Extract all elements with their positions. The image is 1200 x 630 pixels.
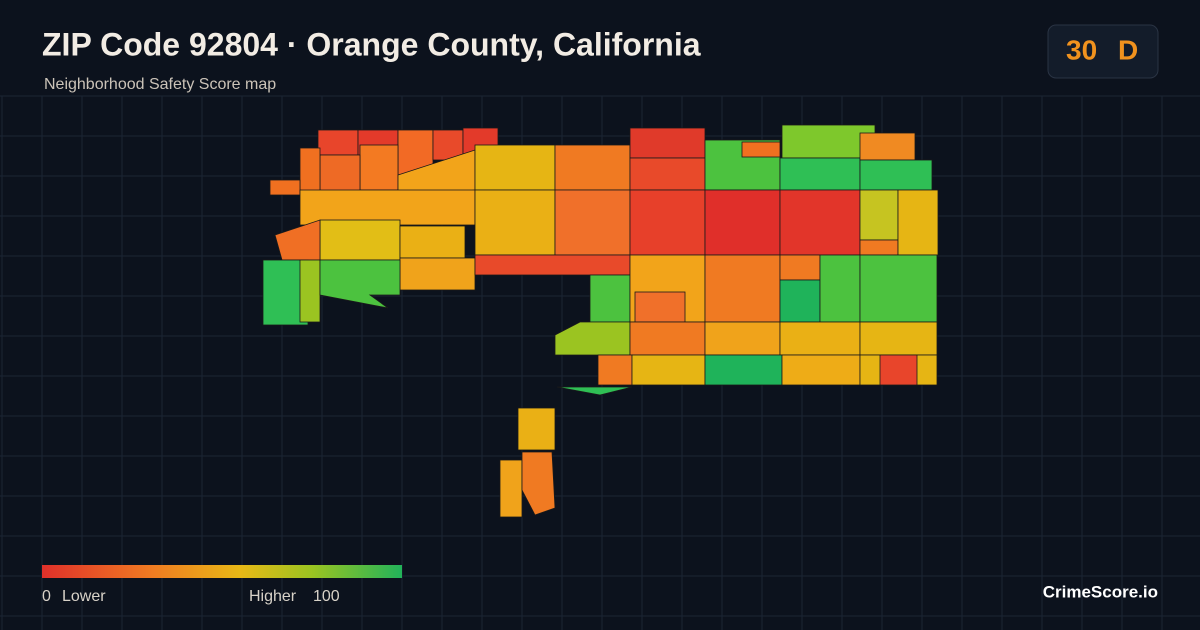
zone xyxy=(779,254,821,281)
zone xyxy=(589,274,631,323)
zone xyxy=(499,459,523,518)
zone xyxy=(629,189,706,256)
zone xyxy=(741,141,781,158)
zone xyxy=(704,189,781,256)
zone xyxy=(474,254,631,276)
zone xyxy=(631,354,706,386)
zone xyxy=(299,259,321,323)
zone xyxy=(704,254,781,323)
zone xyxy=(597,354,633,386)
map xyxy=(262,124,939,518)
zone xyxy=(704,354,783,386)
zone xyxy=(269,179,301,196)
zone xyxy=(399,257,476,291)
legend-max-label: Higher xyxy=(249,588,297,605)
score-badge xyxy=(1047,24,1159,79)
zone xyxy=(859,321,938,356)
score-grade: D xyxy=(1118,34,1138,65)
zone xyxy=(859,254,938,323)
zone xyxy=(554,321,631,356)
zone xyxy=(859,189,899,241)
zone xyxy=(859,239,899,256)
zone xyxy=(629,321,706,356)
legend-scale xyxy=(42,565,402,578)
subtitle: Neighborhood Safety Score map xyxy=(44,76,276,93)
zone xyxy=(474,144,556,191)
zone xyxy=(319,219,401,261)
zone xyxy=(779,321,861,356)
zone xyxy=(319,259,401,309)
zone xyxy=(629,157,706,191)
zone xyxy=(879,354,918,386)
zone xyxy=(781,124,876,159)
title: ZIP Code 92804 · Orange County, Californ… xyxy=(42,26,701,62)
zone xyxy=(359,144,399,191)
zone xyxy=(634,291,686,323)
zone xyxy=(819,254,861,323)
zone xyxy=(779,189,861,256)
zone xyxy=(474,189,556,256)
brand: CrimeScore.io xyxy=(1043,582,1158,601)
legend-min-label: Lower xyxy=(62,588,106,605)
zone xyxy=(779,279,821,323)
legend-min: 0 xyxy=(42,588,51,605)
zone xyxy=(521,451,556,516)
zone xyxy=(319,154,361,196)
zone xyxy=(554,144,631,191)
zone xyxy=(317,129,359,156)
zone xyxy=(517,407,556,451)
zone xyxy=(859,159,933,191)
zone xyxy=(629,127,706,159)
zone xyxy=(781,354,861,386)
zone xyxy=(704,321,781,356)
zone xyxy=(859,132,916,161)
zone xyxy=(299,189,476,226)
zone xyxy=(554,189,631,256)
zone xyxy=(399,225,466,259)
zone xyxy=(897,189,939,256)
legend-max: 100 xyxy=(313,588,340,605)
zone xyxy=(299,147,321,196)
zone xyxy=(556,386,633,396)
score-value: 30 xyxy=(1066,34,1097,65)
zone xyxy=(779,157,861,191)
